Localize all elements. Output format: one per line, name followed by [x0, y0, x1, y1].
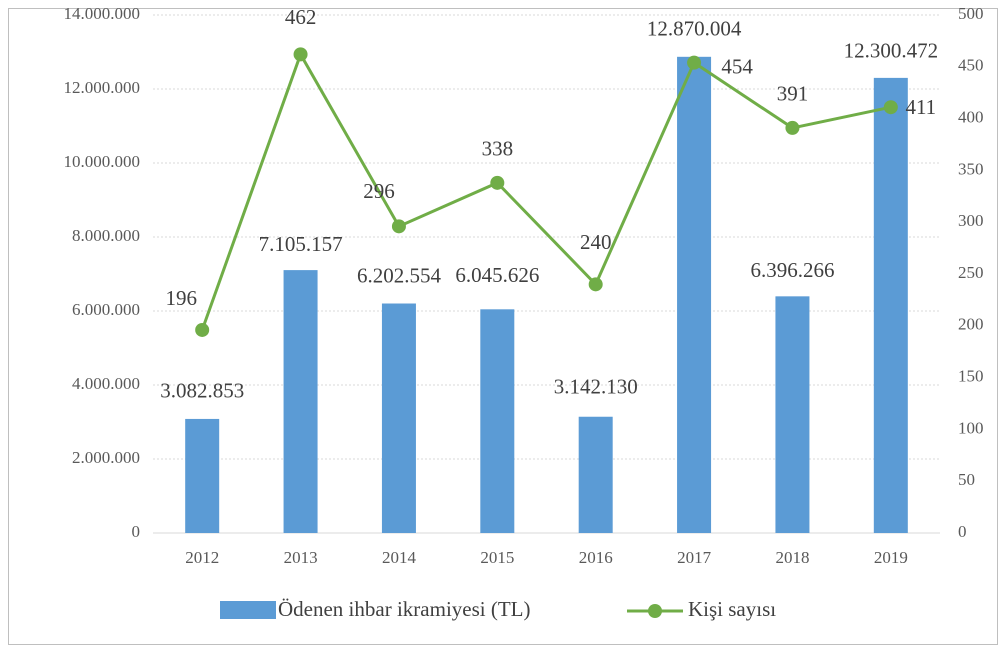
line-point	[883, 100, 898, 115]
x-tick-label: 2014	[382, 548, 417, 567]
y-tick-label: 6.000.000	[72, 300, 140, 319]
line-point	[687, 55, 702, 70]
line-value-label: 462	[285, 5, 317, 29]
line-value-label: 196	[165, 286, 197, 310]
bar-value-label: 12.300.472	[844, 39, 939, 63]
bar	[480, 309, 515, 533]
y2-tick-label: 0	[958, 522, 967, 541]
x-tick-label: 2012	[185, 548, 219, 567]
bar	[185, 418, 220, 533]
bar-value-label: 3.142.130	[554, 375, 638, 399]
y2-tick-label: 500	[958, 4, 984, 23]
y2-tick-label: 350	[958, 159, 984, 178]
line-value-label: 240	[580, 230, 612, 254]
x-tick-label: 2018	[775, 548, 809, 567]
legend-label: Kişi sayısı	[688, 597, 776, 621]
y2-tick-label: 400	[958, 108, 984, 127]
x-tick-label: 2016	[579, 548, 613, 567]
bar-value-label: 6.202.554	[357, 263, 442, 287]
y-tick-label: 4.000.000	[72, 374, 140, 393]
legend-swatch	[220, 601, 276, 619]
y2-tick-label: 300	[958, 211, 984, 230]
line-value-label: 338	[482, 137, 514, 161]
line-point	[195, 322, 210, 337]
line	[200, 50, 892, 331]
y2-tick-label: 100	[958, 418, 984, 437]
line-point	[293, 47, 308, 62]
line-value-label: 454	[721, 54, 753, 78]
y2-tick-label: 50	[958, 470, 975, 489]
y2-tick-label: 150	[958, 367, 984, 386]
x-tick-label: 2019	[874, 548, 908, 567]
bar-value-label: 6.396.266	[750, 258, 834, 282]
line-value-label: 411	[905, 95, 936, 119]
y2-tick-label: 250	[958, 263, 984, 282]
bar	[775, 296, 810, 533]
y-tick-label: 10.000.000	[64, 152, 141, 171]
y-tick-label: 2.000.000	[72, 448, 140, 467]
line-value-label: 296	[363, 179, 395, 203]
y-tick-label: 14.000.000	[64, 4, 141, 23]
line-point	[391, 219, 406, 234]
bar	[381, 303, 416, 533]
legend-swatch	[648, 604, 662, 618]
line-point	[588, 277, 603, 292]
line-value-label: 391	[777, 82, 809, 106]
x-tick-label: 2017	[677, 548, 712, 567]
bar-value-label: 12.870.004	[647, 17, 742, 41]
bar-value-label: 6.045.626	[455, 263, 539, 287]
legend-label: Ödenen ihbar ikramiyesi (TL)	[278, 597, 531, 621]
x-tick-label: 2015	[480, 548, 514, 567]
bar	[578, 416, 613, 533]
x-tick-label: 2013	[284, 548, 318, 567]
y2-tick-label: 200	[958, 315, 984, 334]
bar-value-label: 3.082.853	[160, 379, 244, 403]
bar-value-label: 7.105.157	[259, 232, 343, 256]
y2-tick-label: 450	[958, 56, 984, 75]
y-tick-label: 8.000.000	[72, 226, 140, 245]
line-point	[785, 120, 800, 135]
bar	[283, 270, 318, 533]
bar	[677, 56, 712, 534]
line-point	[490, 175, 505, 190]
y-tick-label: 12.000.000	[64, 78, 141, 97]
y-tick-label: 0	[132, 522, 141, 541]
bar	[873, 77, 908, 533]
